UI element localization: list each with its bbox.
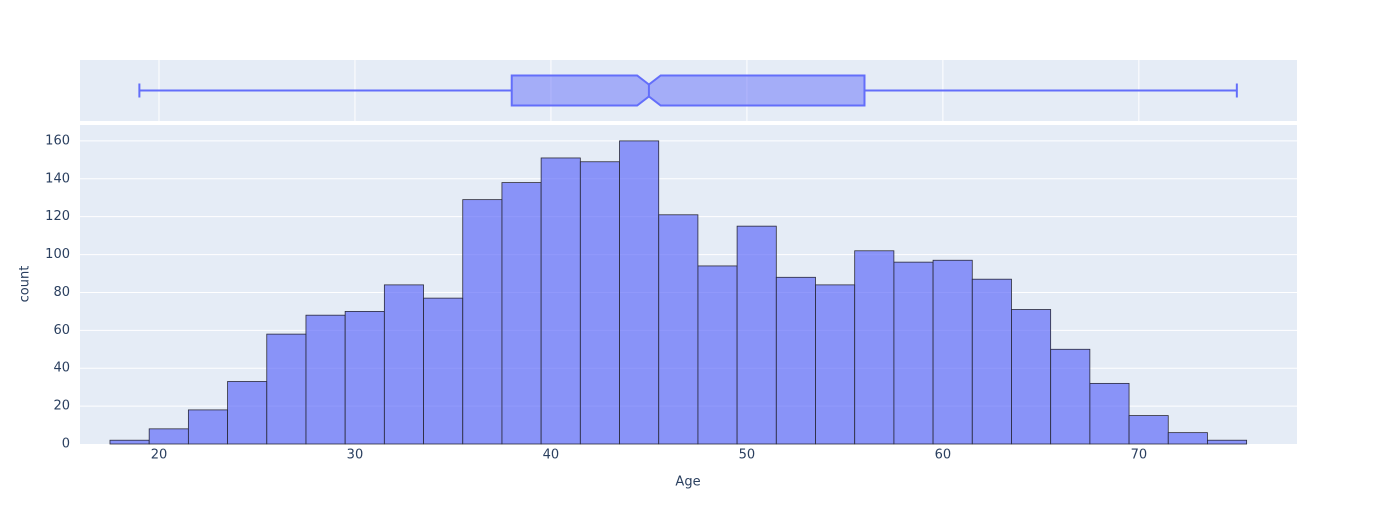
y-tick-label: 60	[53, 323, 70, 338]
x-axis-label: Age	[675, 475, 700, 490]
y-tick-label: 160	[45, 133, 70, 148]
bar	[344, 310, 385, 445]
bar	[815, 284, 856, 445]
bar	[305, 314, 346, 445]
bar	[1011, 309, 1052, 445]
bar	[501, 182, 542, 445]
y-tick-label: 80	[53, 285, 70, 300]
bar	[148, 428, 189, 445]
y-tick-label: 0	[62, 437, 70, 452]
y-tick-label: 120	[45, 209, 70, 224]
bar	[1167, 432, 1208, 445]
bar	[462, 199, 503, 445]
bar	[697, 265, 738, 445]
bar	[423, 297, 464, 445]
x-tick-label: 30	[347, 448, 364, 463]
bar	[266, 333, 307, 445]
bar	[775, 276, 816, 445]
y-tick-label: 100	[45, 247, 70, 262]
bar	[1207, 439, 1248, 445]
bar	[1050, 348, 1091, 445]
bar	[893, 261, 934, 445]
bar	[619, 140, 660, 445]
marks	[109, 74, 1248, 445]
x-tick-label: 60	[935, 448, 952, 463]
bar	[383, 284, 424, 445]
bar	[854, 250, 895, 445]
bar	[187, 409, 228, 445]
x-tick-label: 70	[1131, 448, 1148, 463]
x-tick-label: 20	[151, 448, 168, 463]
bar	[1089, 382, 1130, 445]
bar	[932, 259, 973, 445]
bar	[540, 157, 581, 445]
x-tick-label: 40	[543, 448, 560, 463]
bar	[579, 161, 620, 445]
y-tick-label: 20	[53, 399, 70, 414]
y-tick-label: 40	[53, 361, 70, 376]
bar	[736, 225, 777, 445]
bar	[658, 214, 699, 445]
y-axis-label: count	[18, 266, 33, 303]
box	[510, 74, 866, 107]
bar	[109, 439, 150, 445]
bar	[227, 381, 268, 445]
y-tick-label: 140	[45, 171, 70, 186]
bar	[1128, 415, 1169, 445]
x-tick-label: 50	[739, 448, 756, 463]
bar	[971, 278, 1012, 445]
